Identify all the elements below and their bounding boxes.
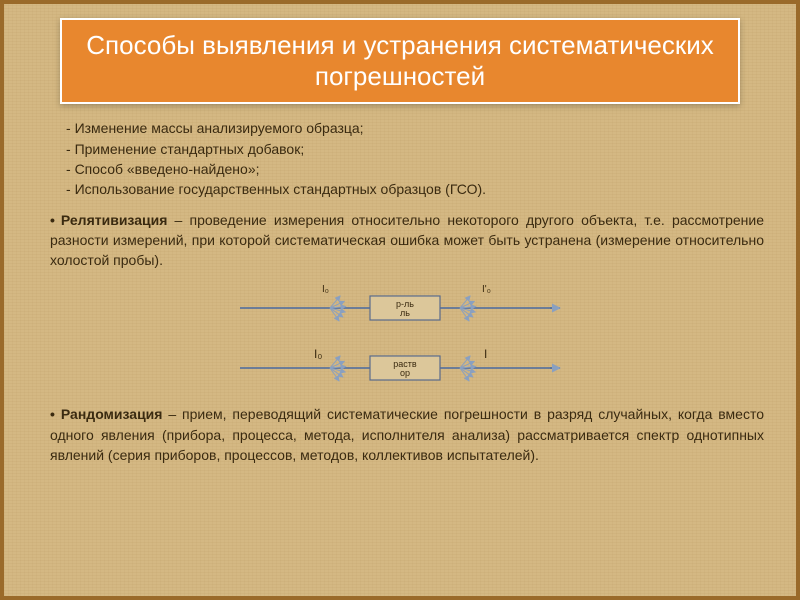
diagram-label-top-left: I₀ — [322, 284, 329, 295]
paragraph-randomization: •Рандомизация – прием, переводящий систе… — [50, 404, 764, 465]
term-relativization: Релятивизация — [61, 212, 167, 228]
bullet-item: Способ «введено-найдено»; — [66, 159, 768, 179]
slide-title: Способы выявления и устранения системати… — [60, 18, 740, 104]
diagram-label-top-right: I'₀ — [482, 284, 491, 295]
paragraph-relativization: •Релятивизация – проведение измерения от… — [50, 210, 764, 271]
diagram-label-bot-left: I₀ — [314, 347, 322, 361]
svg-text:ор: ор — [400, 368, 410, 378]
bullet-item: Изменение массы анализируемого образца; — [66, 118, 768, 138]
bullet-item: Применение стандартных добавок; — [66, 139, 768, 159]
bullet-item: Использование государственных стандартны… — [66, 179, 768, 199]
diagram-label-bot-right: I — [484, 347, 487, 361]
bullets-list: Изменение массы анализируемого образца; … — [32, 118, 768, 199]
term-randomization: Рандомизация — [61, 406, 163, 422]
optical-diagram: р-ль ль I₀ I'₀ раств ор I₀ I — [220, 278, 580, 398]
svg-text:ль: ль — [400, 308, 410, 318]
